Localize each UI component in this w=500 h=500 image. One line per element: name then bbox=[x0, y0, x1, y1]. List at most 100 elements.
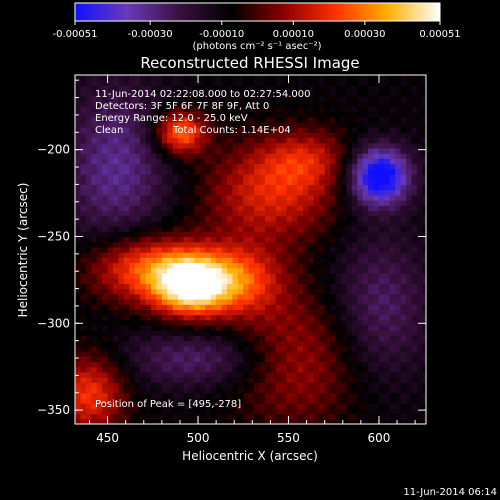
heatmap-cell bbox=[340, 392, 347, 399]
heatmap-cell bbox=[378, 220, 385, 227]
heatmap-cell bbox=[275, 163, 282, 170]
heatmap-cell bbox=[123, 111, 130, 118]
heatmap-cell bbox=[112, 179, 120, 185]
heatmap-cell bbox=[75, 158, 82, 165]
heatmap-cell bbox=[145, 163, 152, 170]
heatmap-cell bbox=[378, 304, 385, 311]
heatmap-cell bbox=[319, 278, 326, 284]
heatmap-cell bbox=[346, 121, 353, 128]
heatmap-cell bbox=[232, 127, 239, 133]
heatmap-cell bbox=[330, 345, 337, 352]
heatmap-cell bbox=[297, 75, 304, 81]
heatmap-cell bbox=[400, 241, 407, 248]
heatmap-cell bbox=[150, 397, 158, 404]
heatmap-cell bbox=[378, 127, 385, 133]
colorbar-tick-label: -0.00030 bbox=[128, 29, 173, 40]
heatmap-cell bbox=[123, 189, 130, 196]
heatmap-cell bbox=[313, 116, 320, 123]
heatmap-cell bbox=[389, 173, 396, 180]
heatmap-cell bbox=[297, 236, 304, 243]
heatmap-cell bbox=[416, 101, 423, 107]
heatmap-cell bbox=[243, 226, 250, 232]
heatmap-cell bbox=[324, 283, 331, 290]
heatmap-cell bbox=[416, 90, 423, 97]
heatmap-cell bbox=[400, 283, 407, 290]
heatmap-cell bbox=[118, 345, 125, 352]
heatmap-cell bbox=[292, 137, 299, 144]
heatmap-cell bbox=[129, 101, 136, 107]
heatmap-cell bbox=[368, 106, 375, 113]
heatmap-cell bbox=[129, 335, 136, 342]
heatmap-cell bbox=[389, 304, 396, 311]
heatmap-cell bbox=[194, 361, 201, 368]
heatmap-cell bbox=[264, 366, 272, 373]
heatmap-cell bbox=[259, 283, 266, 290]
heatmap-cell bbox=[368, 345, 375, 352]
heatmap-cell bbox=[118, 194, 125, 201]
heatmap-cell bbox=[373, 101, 380, 107]
heatmap-cell bbox=[150, 278, 158, 284]
heatmap-cell bbox=[129, 173, 136, 180]
heatmap-cell bbox=[150, 413, 158, 420]
heatmap-cell bbox=[188, 236, 196, 243]
heatmap-cell bbox=[129, 272, 136, 279]
heatmap-cell bbox=[243, 351, 250, 357]
heatmap-cell bbox=[140, 330, 147, 337]
heatmap-cell bbox=[199, 173, 206, 180]
heatmap-cell bbox=[150, 95, 158, 102]
heatmap-cell bbox=[324, 163, 331, 170]
heatmap-cell bbox=[145, 158, 152, 165]
heatmap-cell bbox=[324, 194, 331, 201]
heatmap-cell bbox=[319, 361, 326, 368]
heatmap-cell bbox=[254, 397, 261, 404]
heatmap-cell bbox=[221, 340, 228, 347]
heatmap-cell bbox=[254, 142, 261, 149]
heatmap-cell bbox=[275, 278, 282, 284]
heatmap-cell bbox=[145, 75, 152, 81]
heatmap-cell bbox=[123, 314, 130, 321]
heatmap-cell bbox=[319, 220, 326, 227]
heatmap-cell bbox=[389, 351, 396, 357]
heatmap-cell bbox=[226, 262, 234, 269]
heatmap-cell bbox=[199, 361, 206, 368]
heatmap-cell bbox=[302, 387, 309, 394]
heatmap-cell bbox=[232, 226, 239, 232]
heatmap-cell bbox=[313, 397, 320, 404]
heatmap-cell bbox=[96, 226, 103, 232]
heatmap-cell bbox=[199, 298, 206, 305]
heatmap-cell bbox=[259, 111, 266, 118]
heatmap-cell bbox=[134, 267, 141, 274]
heatmap-cell bbox=[389, 189, 396, 196]
heatmap-cell bbox=[107, 262, 114, 269]
heatmap-cell bbox=[313, 153, 320, 159]
heatmap-cell bbox=[389, 403, 396, 409]
heatmap-cell bbox=[357, 345, 364, 352]
heatmap-cell bbox=[183, 278, 190, 284]
heatmap-cell bbox=[389, 95, 396, 102]
heatmap-cell bbox=[112, 80, 120, 87]
heatmap-cell bbox=[194, 95, 201, 102]
heatmap-cell bbox=[210, 116, 217, 123]
heatmap-cell bbox=[286, 314, 293, 321]
annotation-counts: Total Counts: 1.14E+04 bbox=[172, 125, 291, 136]
heatmap-cell bbox=[129, 371, 136, 378]
heatmap-cell bbox=[85, 288, 92, 295]
heatmap-cell bbox=[167, 168, 174, 175]
heatmap-cell bbox=[351, 106, 358, 113]
heatmap-cell bbox=[411, 231, 418, 238]
heatmap-cell bbox=[281, 137, 288, 144]
heatmap-cell bbox=[416, 335, 423, 342]
heatmap-cell bbox=[270, 168, 277, 175]
heatmap-cell bbox=[313, 252, 320, 258]
heatmap-cell bbox=[297, 418, 304, 424]
heatmap-cell bbox=[150, 132, 158, 139]
heatmap-cell bbox=[395, 205, 402, 212]
heatmap-cell bbox=[395, 236, 402, 243]
heatmap-cell bbox=[156, 85, 163, 92]
heatmap-cell bbox=[281, 189, 288, 196]
heatmap-cell bbox=[210, 418, 217, 424]
heatmap-cell bbox=[85, 95, 92, 102]
heatmap-cell bbox=[102, 90, 109, 97]
heatmap-cell bbox=[226, 413, 234, 420]
heatmap-cell bbox=[172, 387, 179, 394]
